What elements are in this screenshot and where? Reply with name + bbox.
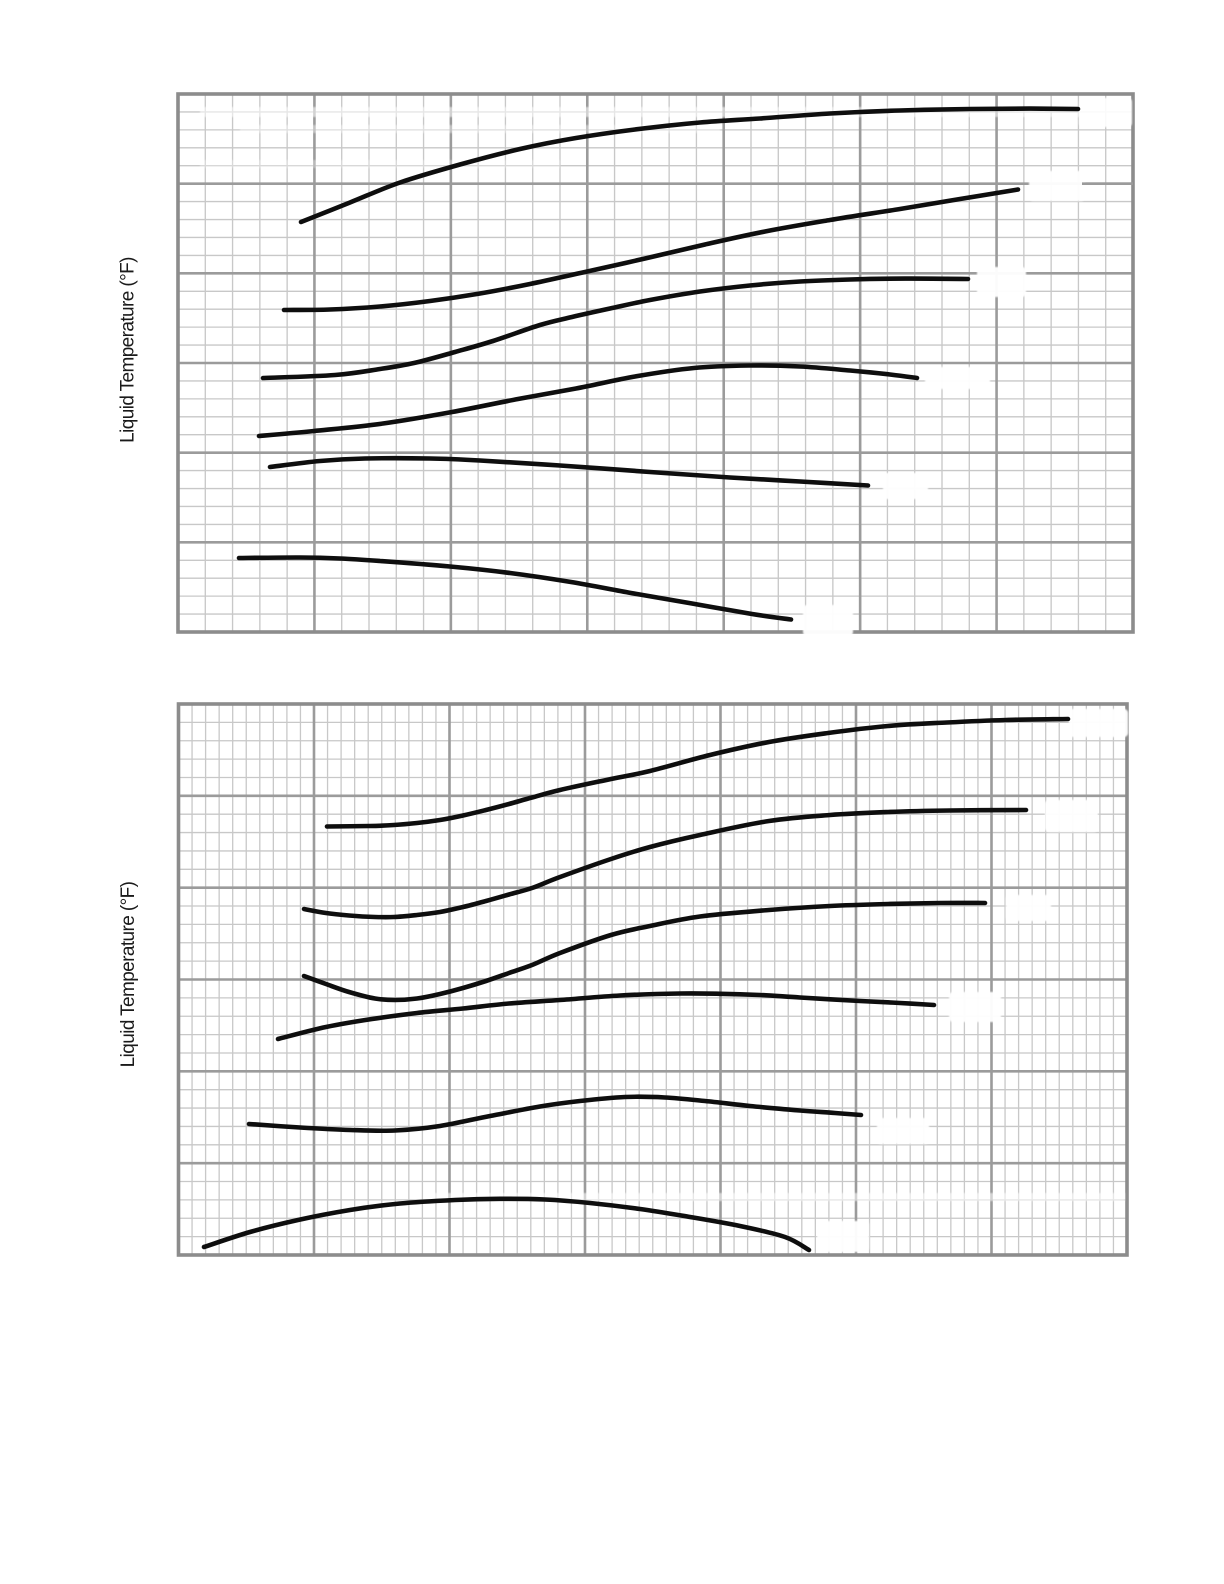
- svg-text:Liquid Temperature (°F): Liquid Temperature (°F): [118, 257, 139, 443]
- svg-text:Liquid Temperature (°F): Liquid Temperature (°F): [118, 881, 139, 1067]
